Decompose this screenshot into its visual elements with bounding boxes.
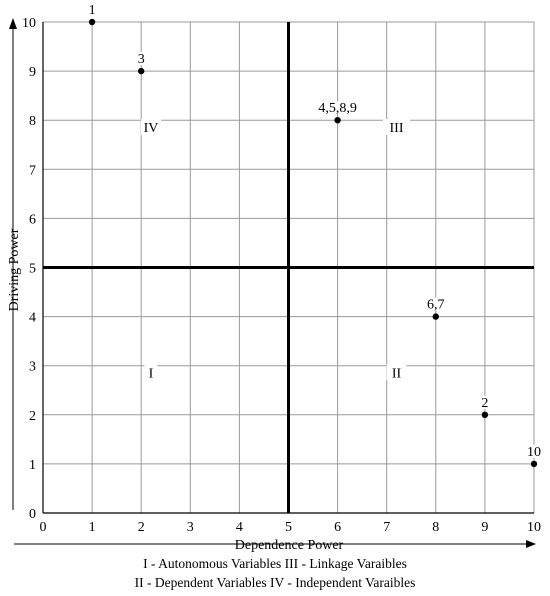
data-point-label-bg: [423, 297, 449, 311]
x-tick-label: 2: [138, 520, 145, 535]
data-point: [481, 411, 489, 418]
quadrant-label-bg: [141, 119, 162, 136]
data-point-label-bg: [525, 444, 543, 458]
y-tick-label: 4: [29, 311, 36, 326]
y-tick-label: 3: [29, 360, 36, 375]
y-tick-label: 7: [29, 163, 36, 178]
x-tick-label: 0: [40, 520, 47, 535]
y-tick-label: 8: [29, 114, 36, 129]
x-tick-label: 1: [89, 520, 96, 535]
quadrant-label: II: [392, 367, 402, 382]
quadrant-label-bg: [383, 119, 411, 136]
quadrant-label: I: [149, 367, 154, 382]
x-tick-label: 3: [187, 520, 194, 535]
y-tick-label: 1: [29, 458, 36, 473]
data-point: [88, 18, 96, 26]
quadrant-label: III: [390, 121, 404, 136]
y-tick-label: 5: [29, 262, 36, 277]
y-tick-label: 10: [22, 16, 36, 31]
y-tick-label: 0: [29, 507, 36, 522]
y-tick-label: 9: [29, 65, 36, 80]
x-tick-label: 6: [334, 520, 341, 535]
x-tick-label: 5: [285, 520, 292, 535]
legend-line-2: II - Dependent Variables IV - Independen…: [134, 575, 416, 590]
y-axis-arrow-head: [9, 18, 17, 29]
x-tick-label: 9: [481, 520, 488, 535]
data-point-label: 6,7: [427, 298, 445, 313]
x-tick-label: 8: [432, 520, 439, 535]
x-axis-label: Dependence Power: [235, 538, 344, 553]
y-axis-label: Driving Power: [7, 228, 22, 311]
legend-line-1: I - Autonomous Variables III - Linkage V…: [143, 556, 407, 571]
data-point-label: 10: [527, 445, 541, 460]
data-point-label: 3: [138, 52, 145, 67]
data-point-label: 4,5,8,9: [318, 101, 357, 116]
data-point: [138, 67, 145, 75]
data-point-label: 1: [89, 3, 96, 18]
data-point-label-bg: [86, 3, 98, 16]
quadrant-label: IV: [144, 121, 159, 136]
y-tick-label: 6: [29, 212, 36, 227]
data-point: [530, 460, 538, 468]
tick-labels: 0 1 2 3 4 5 6 7 8 9 10 0 1 2 3 4 5 6 7 8 9 10: [22, 16, 541, 535]
x-tick-label: 4: [236, 520, 243, 535]
data-point-label: 2: [481, 396, 488, 411]
quadrant-label-bg: [144, 364, 158, 381]
quadrant-label-bg: [386, 364, 407, 381]
x-tick-label: 10: [527, 520, 541, 535]
y-tick-label: 2: [29, 409, 36, 424]
x-tick-label: 7: [383, 520, 390, 535]
quadrant-dividers: [43, 22, 534, 513]
data-point-label-bg: [479, 395, 491, 409]
data-points: 1 3 4,5,8,9 6,7 2 10: [86, 3, 543, 468]
data-point-label-bg: [135, 52, 147, 66]
data-point: [334, 117, 341, 124]
data-point-label-bg: [311, 101, 365, 115]
axes: [9, 18, 536, 548]
x-axis-arrow-head: [526, 540, 536, 548]
data-point: [432, 313, 439, 320]
